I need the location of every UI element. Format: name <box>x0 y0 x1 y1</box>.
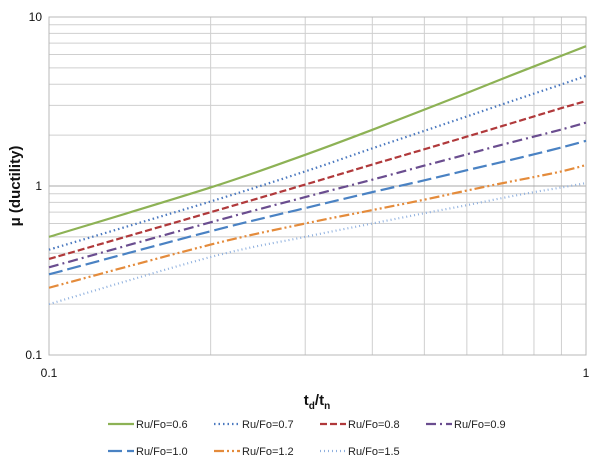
legend-label: Ru/Fo=1.0 <box>136 446 188 458</box>
x-tick-label: 1 <box>583 366 590 380</box>
x-axis-title-sub2: n <box>324 401 330 412</box>
x-axis-title-main: t <box>304 392 309 409</box>
y-tick-label: 10 <box>29 10 43 24</box>
series-line <box>48 182 587 306</box>
x-axis-title-mid: /t <box>315 392 324 409</box>
legend-label: Ru/Fo=0.6 <box>136 419 188 431</box>
series-line <box>48 121 587 269</box>
series-line <box>48 139 587 276</box>
tick-labels: 0.1 1 0.1 1 10 <box>25 10 589 380</box>
legend-label: Ru/Fo=0.9 <box>454 419 506 431</box>
legend-label: Ru/Fo=1.2 <box>242 446 294 458</box>
series-line <box>48 164 587 289</box>
plot-area-border <box>48 16 587 356</box>
legend-label: Ru/Fo=1.5 <box>348 446 400 458</box>
y-axis-title: μ (ductility) <box>7 146 24 227</box>
legend-label: Ru/Fo=0.8 <box>348 419 400 431</box>
series-line <box>48 100 587 261</box>
x-tick-label: 0.1 <box>41 366 58 380</box>
y-tick-label: 1 <box>35 179 42 193</box>
series-lines <box>48 45 587 306</box>
x-axis-title-sub1: d <box>309 401 315 412</box>
y-tick-label: 0.1 <box>25 348 42 362</box>
grid-lines <box>48 16 587 356</box>
legend: Ru/Fo=0.6 Ru/Fo=0.7 Ru/Fo=0.8 Ru/Fo=0.9 Ru/F… <box>108 419 506 458</box>
x-axis-title: td/tn <box>304 392 330 412</box>
legend-label: Ru/Fo=0.7 <box>242 419 294 431</box>
series-line <box>48 45 587 238</box>
